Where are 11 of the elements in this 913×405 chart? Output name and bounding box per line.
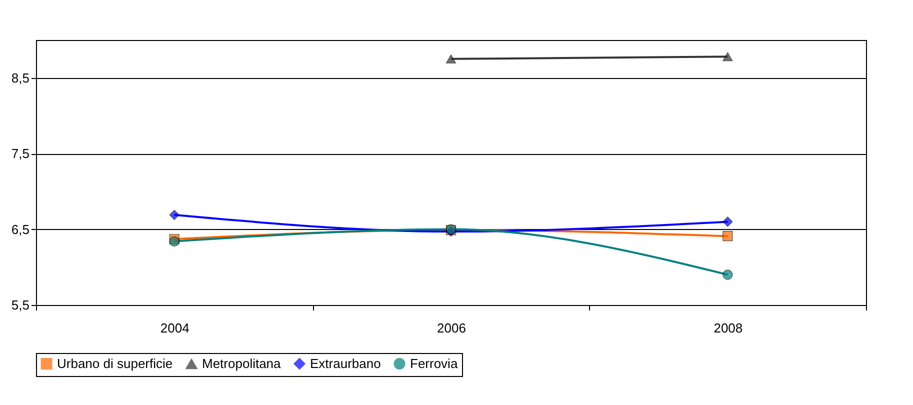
- y-tick-label: 8,5: [11, 70, 30, 86]
- legend-label: Extraurbano: [310, 356, 381, 371]
- y-tick-label: 6,5: [11, 222, 30, 237]
- x-tick-label: 2008: [714, 320, 743, 336]
- x-tick-label: 2004: [160, 320, 190, 336]
- y-tick-label: 5,5: [11, 298, 30, 312]
- legend-label: Urbano di superficie: [57, 356, 173, 371]
- x-tick-label: 2006: [437, 320, 466, 336]
- legend-label: Ferrovia: [410, 356, 458, 371]
- y-tick-label: 7,5: [11, 146, 30, 162]
- legend-label: Metropolitana: [202, 356, 282, 372]
